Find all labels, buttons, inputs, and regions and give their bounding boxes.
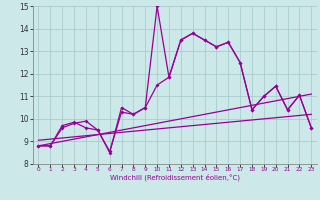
X-axis label: Windchill (Refroidissement éolien,°C): Windchill (Refroidissement éolien,°C) — [110, 174, 240, 181]
